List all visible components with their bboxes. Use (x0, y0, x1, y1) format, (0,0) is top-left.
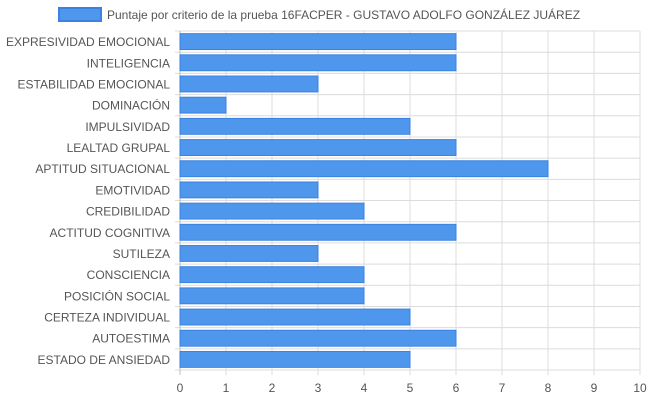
x-tick-label: 7 (499, 381, 506, 395)
bar[interactable] (179, 202, 365, 220)
bar[interactable] (179, 181, 319, 199)
bar[interactable] (179, 139, 457, 156)
bar[interactable] (179, 117, 411, 135)
category-label: ESTADO DE ANSIEDAD (38, 353, 171, 367)
bar[interactable] (179, 160, 549, 178)
category-label: SUTILEZA (113, 247, 170, 261)
category-labels: EXPRESIVIDAD EMOCIONAL INTELIGENCIA ESTABI… (6, 35, 170, 367)
bar[interactable] (179, 287, 365, 305)
bar[interactable] (179, 223, 457, 241)
legend[interactable]: Puntaje por criterio de la prueba 16FACP… (58, 7, 580, 22)
category-label: IMPULSIVIDAD (85, 120, 170, 134)
category-label: DOMINACIÓN (92, 98, 170, 113)
bar[interactable] (179, 75, 319, 93)
category-label: APTITUD SITUACIONAL (35, 162, 170, 176)
legend-label: Puntaje por criterio de la prueba 16FACP… (107, 7, 580, 22)
x-tick-label: 1 (223, 381, 230, 395)
x-tick-label: 3 (315, 381, 322, 395)
bar[interactable] (179, 329, 457, 347)
x-tick-label: 8 (545, 381, 552, 395)
bar[interactable] (179, 308, 411, 326)
bars (179, 33, 549, 368)
category-label: LEALTAD GRUPAL (67, 141, 171, 155)
bar[interactable] (179, 266, 365, 284)
bar[interactable] (179, 33, 457, 51)
x-tick-label: 10 (633, 381, 647, 395)
category-label: CERTEZA INDIVIDUAL (44, 311, 170, 325)
category-label: EXPRESIVIDAD EMOCIONAL (6, 35, 170, 49)
category-label: INTELIGENCIA (87, 56, 170, 70)
category-label: ESTABILIDAD EMOCIONAL (18, 77, 171, 91)
x-tick-label: 0 (177, 381, 184, 395)
category-label: EMOTIVIDAD (95, 183, 170, 197)
x-tick-labels: 0 1 2 3 4 5 6 7 8 9 10 (177, 381, 647, 395)
legend-swatch (58, 7, 102, 22)
x-tick-label: 9 (591, 381, 598, 395)
category-label: ACTITUD COGNITIVA (50, 226, 170, 240)
category-label: POSICIÓN SOCIAL (64, 288, 170, 303)
x-tick-label: 2 (269, 381, 276, 395)
category-label: AUTOESTIMA (92, 332, 170, 346)
bar[interactable] (179, 54, 457, 72)
bar[interactable] (179, 245, 319, 262)
x-tick-label: 6 (453, 381, 460, 395)
bar[interactable] (179, 96, 227, 114)
x-tick-label: 5 (407, 381, 414, 395)
bar[interactable] (179, 350, 411, 368)
x-tick-label: 4 (361, 381, 368, 395)
category-label: CONSCIENCIA (87, 268, 170, 282)
category-label: CREDIBILIDAD (86, 205, 170, 219)
